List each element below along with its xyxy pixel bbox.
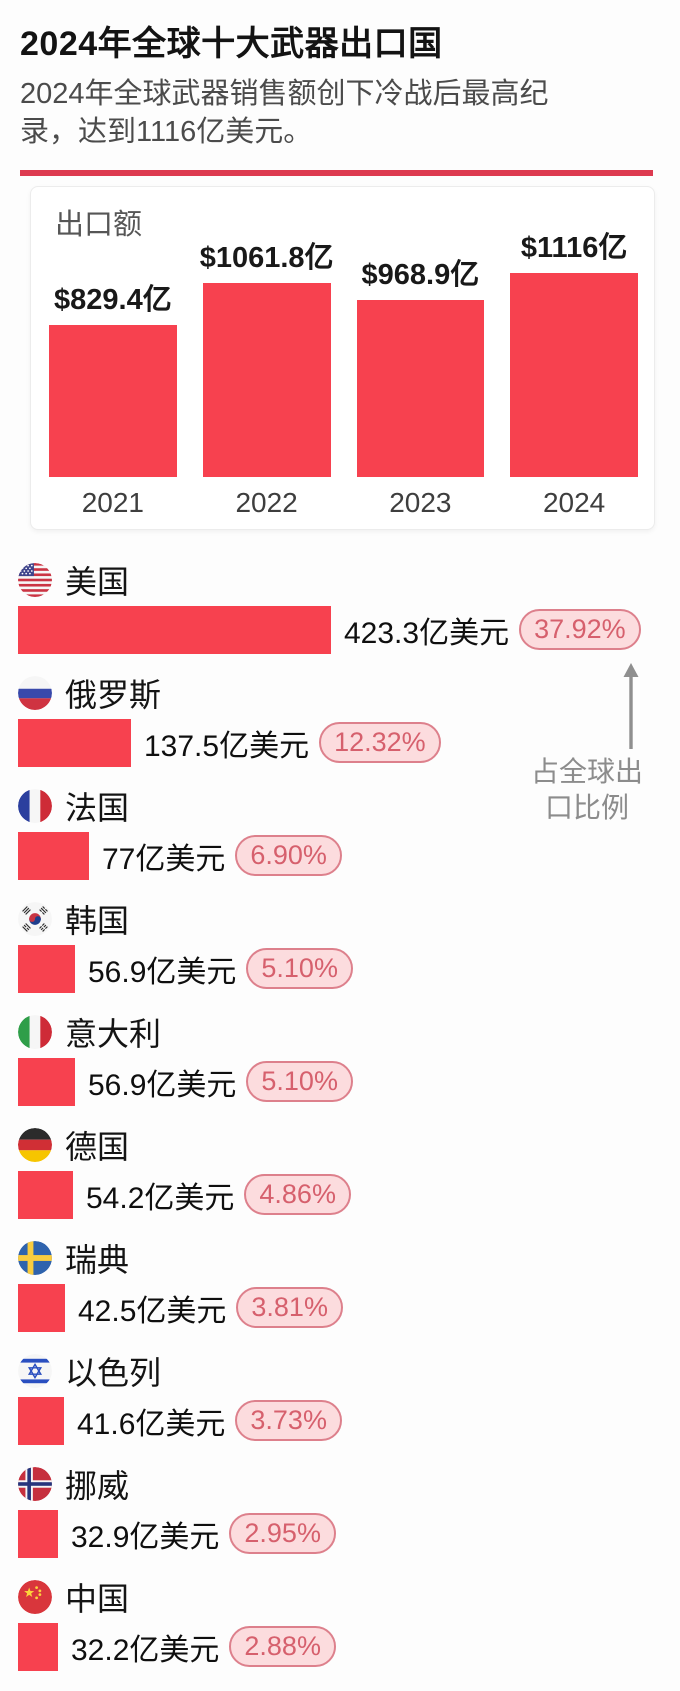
country-row: 法国 77亿美元 6.90% <box>18 786 680 880</box>
country-value: 32.9亿美元 <box>71 1520 220 1554</box>
year-bar-column: $968.9亿 2023 <box>356 251 485 529</box>
country-row: 德国 54.2亿美元 4.86% <box>18 1125 680 1219</box>
country-bar <box>18 1396 64 1445</box>
country-bar <box>18 1509 58 1558</box>
country-label: 意大利 <box>65 1015 162 1052</box>
share-badge: 2.88% <box>229 1626 336 1668</box>
share-badge: 4.86% <box>244 1174 351 1216</box>
country-value: 56.9亿美元 <box>88 1068 237 1102</box>
flag-ru-icon <box>18 675 52 710</box>
bar-value-label: $829.4亿 <box>54 283 172 316</box>
year-bar-column: $1116亿 2024 <box>510 224 638 529</box>
flag-cn-icon <box>18 1579 52 1614</box>
flag-it-icon <box>18 1014 52 1049</box>
country-bar <box>18 605 331 654</box>
country-bar <box>18 831 89 880</box>
country-row: 以色列 41.6亿美元 3.73% <box>18 1351 680 1445</box>
country-bar <box>18 718 131 767</box>
country-label: 以色列 <box>65 1354 162 1391</box>
country-label: 美国 <box>65 563 130 600</box>
country-label: 德国 <box>65 1128 130 1165</box>
share-badge: 6.90% <box>235 835 342 877</box>
year-label: 2022 <box>235 486 298 518</box>
country-value: 137.5亿美元 <box>144 729 310 763</box>
share-badge: 37.92% <box>519 609 641 651</box>
export-chart-card: 出口额 $829.4亿 2021 $1061.8亿 2022 $968.9亿 2… <box>30 185 655 530</box>
arrow-up-icon <box>623 662 639 749</box>
year-bar <box>202 282 331 477</box>
year-bar <box>49 324 177 477</box>
country-label: 法国 <box>65 789 130 826</box>
country-row: 美国 423.3亿美元 37.92% <box>18 560 680 654</box>
country-bar <box>18 1170 73 1219</box>
ranking-list: 美国 423.3亿美元 37.92% 俄罗斯 137.5亿美元 12.32% 法… <box>18 560 680 1671</box>
page-title: 2024年全球十大武器出口国 <box>20 25 443 63</box>
year-bar <box>356 299 485 477</box>
chart-title: 出口额 <box>55 208 143 241</box>
country-bar <box>18 1057 75 1106</box>
country-label: 瑞典 <box>65 1241 130 1278</box>
red-divider <box>20 169 653 176</box>
country-value: 42.5亿美元 <box>78 1294 227 1328</box>
share-annotation: 占全球出口比例 <box>530 755 643 824</box>
year-label: 2024 <box>542 486 606 518</box>
year-bar-column: $1061.8亿 2022 <box>199 234 334 529</box>
flag-kr-icon <box>18 901 52 936</box>
share-badge: 2.95% <box>229 1513 336 1555</box>
country-value: 32.2亿美元 <box>71 1633 220 1667</box>
year-bar <box>510 272 638 477</box>
country-value: 77亿美元 <box>102 842 226 876</box>
country-label: 俄罗斯 <box>65 676 162 713</box>
country-row: 意大利 56.9亿美元 5.10% <box>18 1012 680 1106</box>
flag-no-icon <box>18 1466 52 1501</box>
yearly-bars: $829.4亿 2021 $1061.8亿 2022 $968.9亿 2023 … <box>49 187 638 529</box>
header: 2024年全球十大武器出口国 2024年全球武器销售额创下冷战后最高纪录，达到1… <box>0 0 680 152</box>
bar-value-label: $968.9亿 <box>361 258 480 291</box>
country-row: 中国 32.2亿美元 2.88% <box>18 1577 680 1671</box>
country-bar <box>18 1622 58 1671</box>
flag-us-icon <box>18 562 52 597</box>
share-badge: 12.32% <box>319 722 441 764</box>
country-row: 挪威 32.9亿美元 2.95% <box>18 1464 680 1558</box>
country-value: 56.9亿美元 <box>88 955 237 989</box>
ranking-section: 美国 423.3亿美元 37.92% 俄罗斯 137.5亿美元 12.32% 法… <box>0 530 680 1671</box>
flag-de-icon <box>18 1127 52 1162</box>
country-label: 中国 <box>65 1580 130 1617</box>
country-label: 挪威 <box>65 1467 130 1504</box>
flag-se-icon <box>18 1240 52 1275</box>
share-badge: 3.73% <box>235 1400 342 1442</box>
country-row: 俄罗斯 137.5亿美元 12.32% <box>18 673 680 767</box>
bar-value-label: $1116亿 <box>520 231 628 264</box>
page-subtitle: 2024年全球武器销售额创下冷战后最高纪录，达到1116亿美元。 <box>20 77 549 149</box>
share-badge: 3.81% <box>236 1287 343 1329</box>
country-label: 韩国 <box>65 902 130 939</box>
country-value: 423.3亿美元 <box>344 616 510 650</box>
year-label: 2021 <box>81 486 145 518</box>
share-badge: 5.10% <box>246 948 353 990</box>
flag-il-icon <box>18 1353 52 1388</box>
flag-fr-icon <box>18 788 52 823</box>
share-badge: 5.10% <box>246 1061 353 1103</box>
year-bar-column: $829.4亿 2021 <box>49 276 177 529</box>
country-value: 41.6亿美元 <box>77 1407 226 1441</box>
country-value: 54.2亿美元 <box>86 1181 235 1215</box>
year-label: 2023 <box>389 486 452 518</box>
country-bar <box>18 1283 65 1332</box>
country-bar <box>18 944 75 993</box>
country-row: 瑞典 42.5亿美元 3.81% <box>18 1238 680 1332</box>
bar-value-label: $1061.8亿 <box>199 241 334 274</box>
country-row: 韩国 56.9亿美元 5.10% <box>18 899 680 993</box>
